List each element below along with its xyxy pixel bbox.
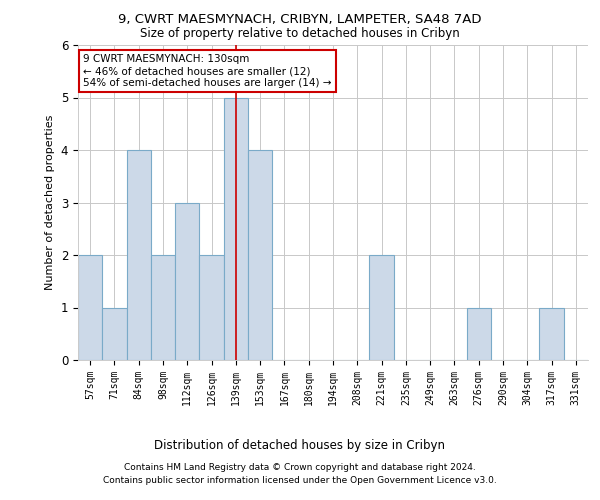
Bar [102, 308, 127, 360]
Bar [467, 308, 491, 360]
Text: Size of property relative to detached houses in Cribyn: Size of property relative to detached ho… [140, 28, 460, 40]
Bar [151, 255, 175, 360]
Bar [539, 308, 564, 360]
Text: Contains HM Land Registry data © Crown copyright and database right 2024.: Contains HM Land Registry data © Crown c… [124, 464, 476, 472]
Y-axis label: Number of detached properties: Number of detached properties [45, 115, 55, 290]
Bar [370, 255, 394, 360]
Bar [78, 255, 102, 360]
Bar [248, 150, 272, 360]
Text: 9 CWRT MAESMYNACH: 130sqm
← 46% of detached houses are smaller (12)
54% of semi-: 9 CWRT MAESMYNACH: 130sqm ← 46% of detac… [83, 54, 332, 88]
Text: Contains public sector information licensed under the Open Government Licence v3: Contains public sector information licen… [103, 476, 497, 485]
Bar [199, 255, 224, 360]
Bar [175, 202, 199, 360]
Text: 9, CWRT MAESMYNACH, CRIBYN, LAMPETER, SA48 7AD: 9, CWRT MAESMYNACH, CRIBYN, LAMPETER, SA… [118, 12, 482, 26]
Bar [127, 150, 151, 360]
Bar [224, 98, 248, 360]
Text: Distribution of detached houses by size in Cribyn: Distribution of detached houses by size … [155, 440, 445, 452]
